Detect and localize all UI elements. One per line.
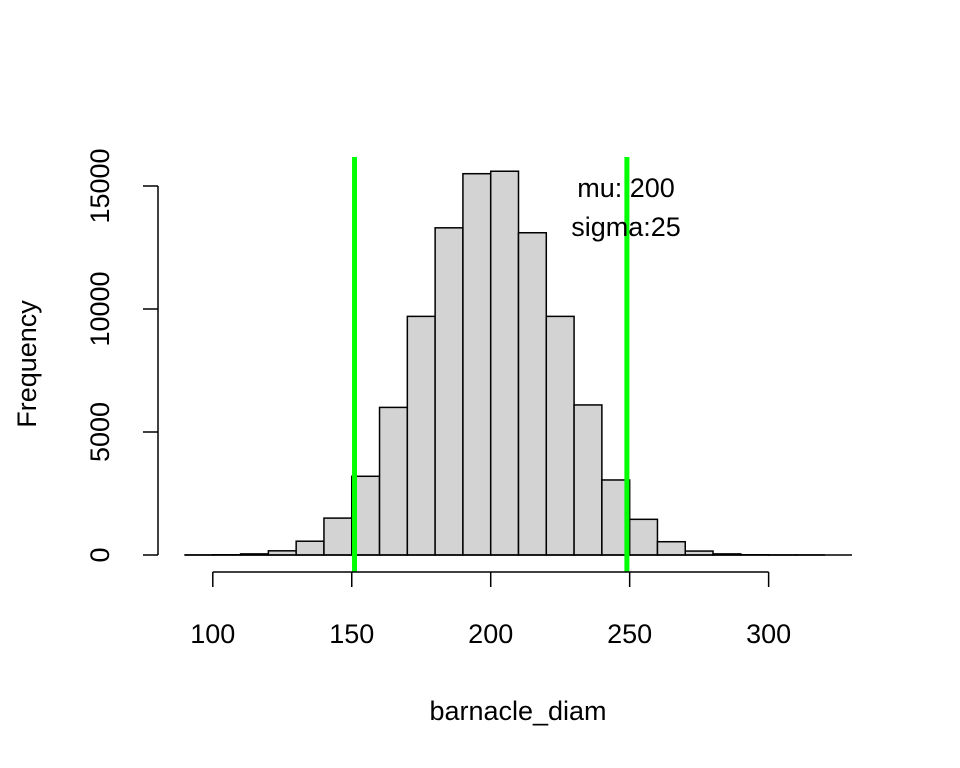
histogram-bar: [462, 172, 492, 556]
x-axis-title: barnacle_diam: [429, 696, 606, 726]
reference-lines: [352, 157, 630, 572]
histogram-bar: [573, 404, 603, 556]
histogram-bar: [323, 517, 353, 556]
histogram-bars: [184, 170, 825, 556]
annotation-mu: mu: 200: [577, 173, 675, 203]
x-tick-label: 200: [468, 619, 513, 649]
y-tick-label: 5000: [85, 402, 115, 462]
histogram-bar: [517, 231, 548, 556]
y-axis-title: Frequency: [12, 300, 42, 428]
histogram-bar: [656, 540, 686, 556]
x-tick-label: 300: [746, 619, 791, 649]
x-axis: 100 150 200 250 300: [190, 571, 791, 649]
y-tick-label: 0: [85, 547, 115, 562]
histogram-bar: [434, 227, 464, 556]
annotation-sigma: sigma:25: [571, 212, 681, 242]
x-tick-label: 150: [329, 619, 374, 649]
y-tick-label: 15000: [85, 148, 115, 223]
histogram-bar: [295, 540, 325, 556]
histogram-bar: [378, 406, 409, 556]
histogram-bar: [545, 315, 575, 556]
histogram-bar: [489, 170, 520, 556]
y-tick-label: 10000: [85, 271, 115, 346]
y-axis: 0 5000 10000 15000: [85, 148, 159, 563]
x-tick-label: 250: [607, 619, 652, 649]
histogram-bar: [628, 518, 659, 556]
x-tick-label: 100: [190, 619, 235, 649]
histogram-bar: [406, 315, 436, 556]
